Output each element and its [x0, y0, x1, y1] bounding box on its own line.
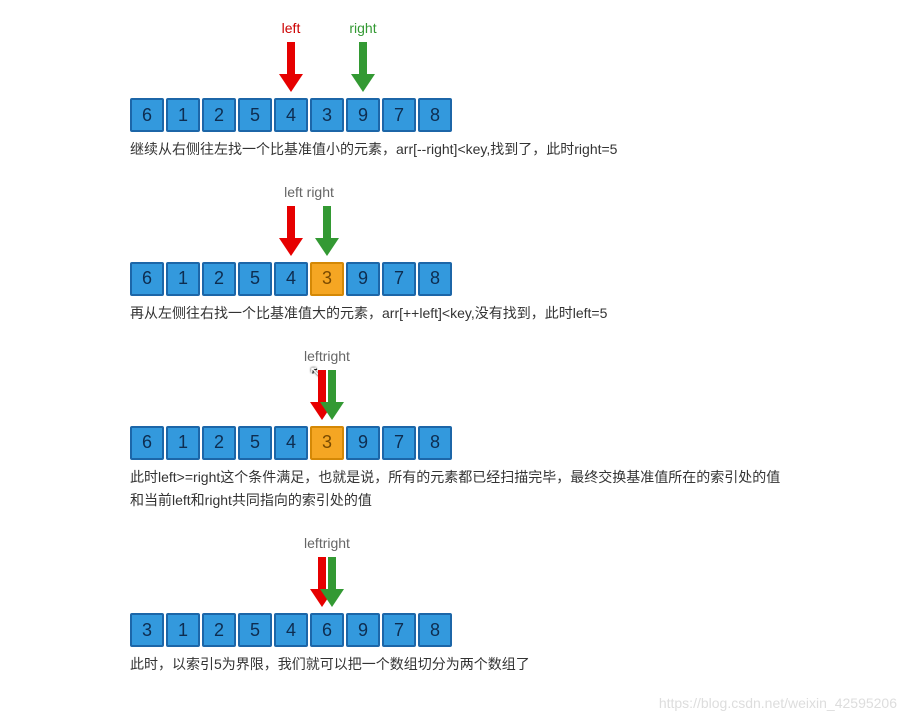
array-cell: 9: [346, 426, 380, 460]
array-cell: 1: [166, 426, 200, 460]
array-cell: 9: [346, 98, 380, 132]
array-cell: 8: [418, 262, 452, 296]
overlap-pointer-label: leftright: [292, 535, 362, 551]
array-cell: 4: [274, 98, 308, 132]
array-cell: 2: [202, 426, 236, 460]
caption-text: 此时，以索引5为界限，我们就可以把一个数组切分为两个数组了: [130, 653, 787, 677]
array-cell: 9: [346, 262, 380, 296]
array-cell: 1: [166, 98, 200, 132]
array-cell: 8: [418, 98, 452, 132]
array-cell: 3: [310, 426, 344, 460]
array-cell: 1: [166, 262, 200, 296]
pointer-area: leftright: [130, 535, 787, 613]
array-cell: 4: [274, 426, 308, 460]
array-row: 312546978: [130, 613, 787, 647]
array-cell: 6: [130, 426, 164, 460]
caption-text: 继续从右侧往左找一个比基准值小的元素，arr[--right]<key,找到了，…: [130, 138, 787, 162]
array-cell: 3: [130, 613, 164, 647]
array-cell: 2: [202, 613, 236, 647]
array-cell: 6: [130, 262, 164, 296]
caption-text: 此时left>=right这个条件满足，也就是说，所有的元素都已经扫描完毕，最终…: [130, 466, 787, 514]
array-cell: 8: [418, 613, 452, 647]
overlap-pointer-label: leftright: [292, 348, 362, 364]
array-cell: 2: [202, 262, 236, 296]
step-2: leftright↖612543978 此时left>=right这个条件满足，也…: [130, 348, 787, 514]
diagram-container: leftright612543978继续从右侧往左找一个比基准值小的元素，arr…: [130, 20, 787, 677]
array-row: 612543978: [130, 262, 787, 296]
array-cell: 8: [418, 426, 452, 460]
right-arrow-icon: [320, 370, 344, 420]
pointer-area: left right: [130, 20, 787, 98]
caption-text: 再从左侧往右找一个比基准值大的元素，arr[++left]<key,没有找到，此…: [130, 302, 787, 326]
pointer-area: leftright↖: [130, 348, 787, 426]
left-pointer-label: left: [271, 20, 311, 36]
array-cell: 5: [238, 426, 272, 460]
right-arrow-icon: [320, 557, 344, 607]
step-1: left right 612543978 再从左侧往右找一个比基准值大的元素，arr…: [130, 184, 787, 326]
step-0: left right 612543978 继续从右侧往左找一个比基准值小的元素，arr…: [130, 20, 787, 162]
combined-pointer-label: left right: [269, 184, 349, 200]
array-row: 612543978: [130, 426, 787, 460]
array-cell: 5: [238, 262, 272, 296]
left-arrow-icon: [279, 42, 303, 92]
right-pointer-label: right: [343, 20, 383, 36]
array-cell: 2: [202, 98, 236, 132]
array-cell: 3: [310, 262, 344, 296]
left-arrow-icon: [279, 206, 303, 256]
array-cell: 7: [382, 98, 416, 132]
pointer-area: left right: [130, 184, 787, 262]
array-cell: 6: [130, 98, 164, 132]
array-cell: 7: [382, 262, 416, 296]
array-cell: 4: [274, 613, 308, 647]
array-cell: 6: [310, 613, 344, 647]
array-cell: 5: [238, 613, 272, 647]
step-3: leftright 312546978 此时，以索引5为界限，我们就可以把一个数组切…: [130, 535, 787, 677]
array-cell: 7: [382, 613, 416, 647]
array-cell: 3: [310, 98, 344, 132]
array-row: 612543978: [130, 98, 787, 132]
watermark-text: https://blog.csdn.net/weixin_42595206: [659, 695, 897, 711]
array-cell: 9: [346, 613, 380, 647]
array-cell: 1: [166, 613, 200, 647]
array-cell: 5: [238, 98, 272, 132]
array-cell: 4: [274, 262, 308, 296]
right-arrow-icon: [351, 42, 375, 92]
right-arrow-icon: [315, 206, 339, 256]
array-cell: 7: [382, 426, 416, 460]
